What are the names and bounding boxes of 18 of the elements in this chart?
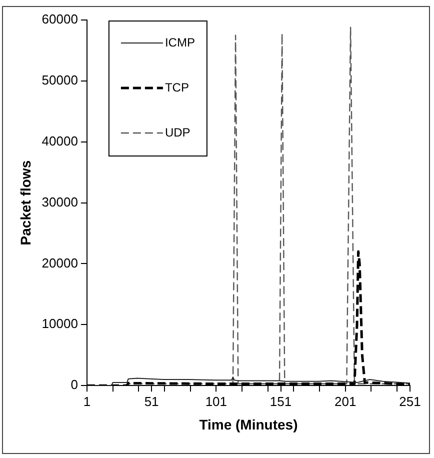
x-tick-label: 151 <box>270 394 292 409</box>
x-axis-title: Time (Minutes) <box>199 416 298 432</box>
legend-label: TCP <box>164 80 189 94</box>
y-tick-label: 50000 <box>42 72 78 88</box>
legend-label: ICMP <box>164 35 195 50</box>
y-tick-label: 20000 <box>42 255 78 270</box>
y-axis-title: Packet flows <box>17 160 34 246</box>
x-tick-label: 51 <box>144 394 159 409</box>
y-tick-label: 30000 <box>42 194 78 210</box>
y-tick-label: 60000 <box>42 12 78 27</box>
legend-label: UDP <box>164 125 190 140</box>
y-tick-label: 0 <box>70 377 78 392</box>
x-tick-label: 251 <box>399 394 421 409</box>
x-tick-label: 1 <box>83 394 91 409</box>
y-tick-label: 10000 <box>42 316 78 332</box>
y-tick-label: 40000 <box>42 133 78 148</box>
x-tick-label: 101 <box>205 394 228 409</box>
x-tick-label: 201 <box>334 394 356 409</box>
